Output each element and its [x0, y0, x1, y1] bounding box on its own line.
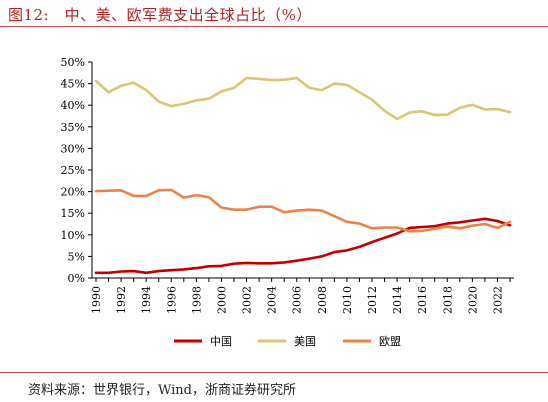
y-tick-label: 45%: [61, 78, 85, 91]
series-line-0: [94, 217, 512, 275]
x-tick-label: 2018: [441, 286, 454, 314]
y-tick-label: 35%: [61, 121, 85, 134]
y-tick-label: 30%: [61, 142, 85, 155]
legend-label-1: 美国: [294, 335, 316, 348]
source-divider: [0, 372, 548, 373]
series-line-1: [94, 76, 512, 121]
y-tick-label: 0%: [68, 272, 85, 285]
x-tick-label: 2006: [291, 286, 304, 314]
source-note: 资料来源：世界银行，Wind，浙商证券研究所: [28, 383, 296, 398]
y-tick-label: 15%: [61, 207, 85, 220]
legend-label-2: 欧盟: [379, 335, 401, 348]
x-tick-label: 2012: [366, 286, 379, 314]
y-tick-label: 5%: [68, 250, 85, 263]
x-tick-label: 2010: [341, 286, 354, 314]
x-tick-label: 2020: [466, 286, 479, 314]
legend-label-0: 中国: [210, 335, 232, 348]
x-tick-label: 2008: [316, 286, 329, 314]
x-tick-label: 1990: [90, 286, 103, 314]
x-tick-label: 2022: [491, 286, 504, 314]
chart-series: [94, 76, 512, 275]
x-tick-label: 1998: [190, 286, 203, 314]
x-tick-label: 2016: [416, 286, 429, 314]
y-tick-label: 25%: [61, 164, 85, 177]
x-tick-label: 2004: [266, 286, 279, 314]
x-tick-label: 2002: [241, 286, 254, 314]
x-tick-label: 2000: [215, 286, 228, 314]
series-line-2: [94, 188, 512, 233]
y-tick-label: 20%: [61, 186, 85, 199]
y-tick-label: 50%: [61, 56, 85, 69]
x-tick-label: 1992: [115, 286, 128, 314]
chart-legend: 中国 美国 欧盟: [174, 335, 401, 348]
y-tick-label: 40%: [61, 99, 85, 112]
title-divider: [0, 26, 548, 27]
x-tick-label: 1994: [140, 286, 153, 314]
x-tick-label: 2014: [391, 286, 404, 314]
chart-axes: 0% 5% 10% 15% 20% 25% 30% 35% 40% 45% 50% 1990 1992 1…: [61, 56, 514, 314]
chart-title: 图12: 中、美、欧军费支出全球占比（%）: [8, 6, 312, 24]
y-tick-label: 10%: [61, 229, 85, 242]
x-tick-label: 1996: [165, 286, 178, 314]
